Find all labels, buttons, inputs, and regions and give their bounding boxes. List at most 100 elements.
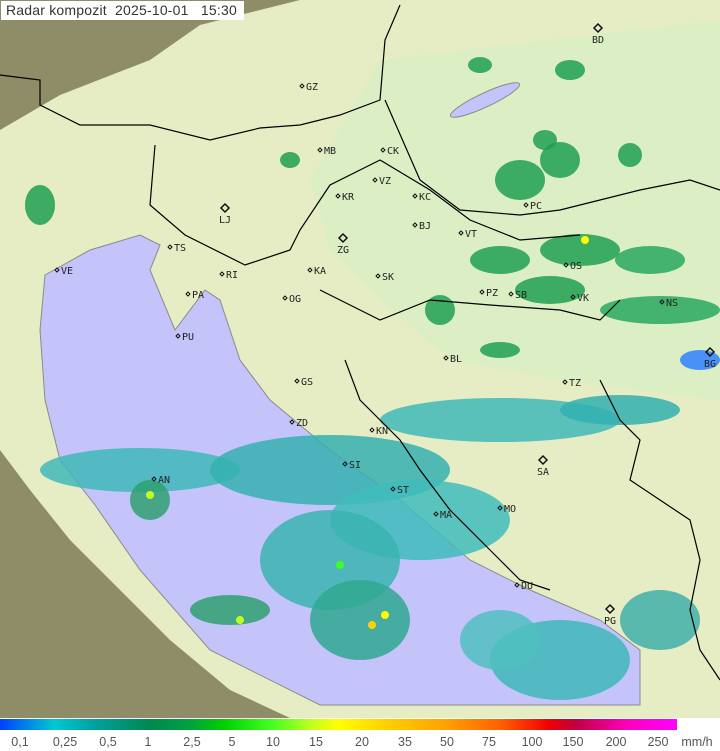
rain-cell	[470, 246, 530, 274]
city-label: OG	[289, 294, 301, 305]
city-marker: MO	[497, 504, 516, 515]
city-diamond-icon	[562, 379, 568, 385]
city-diamond-icon	[307, 267, 313, 273]
scale-label: 35	[398, 735, 412, 749]
city-diamond-icon	[219, 271, 225, 277]
city-label: CK	[387, 146, 399, 157]
city-label: SI	[349, 460, 361, 471]
city-marker: VE	[54, 266, 73, 277]
rain-cell	[620, 590, 700, 650]
rain-cell	[555, 60, 585, 80]
lake-balaton	[449, 82, 521, 118]
city-marker: SI	[342, 460, 361, 471]
rain-cell	[468, 57, 492, 73]
scale-label: 1	[144, 735, 152, 749]
city-diamond-icon	[54, 267, 60, 273]
city-label: DU	[521, 581, 533, 592]
rain-cell	[515, 276, 585, 304]
city-diamond-icon	[537, 454, 549, 466]
city-label: NS	[666, 298, 678, 309]
country-borders	[0, 4, 720, 681]
rain-cell	[190, 595, 270, 625]
city-markers: BD GZ MB CK VZ KR KC LJ ZG BJ VT TS RI KA SK VE PA OG PU PC…	[54, 22, 716, 627]
city-label: MA	[440, 510, 452, 521]
city-diamond-icon	[563, 262, 569, 268]
city-marker: RI	[219, 270, 238, 281]
city-diamond-icon	[508, 291, 514, 297]
rain-cell	[540, 142, 580, 178]
city-diamond-icon	[412, 193, 418, 199]
city-diamond-icon	[337, 232, 349, 244]
city-marker: SK	[375, 272, 394, 283]
city-marker: ZD	[289, 418, 308, 429]
city-label: VZ	[379, 176, 391, 187]
scale-label: 150	[562, 735, 584, 749]
precipitation-color-scale	[0, 719, 677, 730]
scale-label: 100	[521, 735, 543, 749]
city-diamond-icon	[390, 486, 396, 492]
city-marker: TS	[167, 243, 186, 254]
scale-label: 20	[355, 735, 369, 749]
city-label: KA	[314, 266, 326, 277]
city-diamond-icon	[514, 582, 520, 588]
city-diamond-icon	[372, 177, 378, 183]
rain-cell	[540, 234, 620, 266]
scale-label: 5	[228, 735, 236, 749]
city-marker: KC	[412, 192, 431, 203]
city-marker: VT	[458, 229, 477, 240]
scale-label: 75	[482, 735, 496, 749]
city-marker: CK	[380, 146, 399, 157]
city-label: KN	[376, 426, 388, 437]
city-label: SB	[515, 290, 527, 301]
city-label: PC	[530, 201, 542, 212]
city-marker: BD	[592, 22, 604, 46]
city-marker: ST	[390, 485, 409, 496]
city-marker: KR	[335, 192, 355, 203]
city-diamond-icon	[592, 22, 604, 34]
rain-cell	[618, 143, 642, 167]
city-label: BG	[704, 359, 716, 370]
city-label: VK	[577, 293, 589, 304]
map-title: Radar kompozit 2025-10-01 15:30	[1, 1, 244, 20]
city-marker: AN	[151, 475, 170, 486]
radar-map: BD GZ MB CK VZ KR KC LJ ZG BJ VT TS RI KA SK VE PA OG PU PC…	[0, 0, 720, 718]
city-marker: GS	[294, 377, 313, 388]
city-marker: NS	[659, 298, 678, 309]
city-diamond-icon	[299, 83, 305, 89]
scale-labels: 0,1 0,25 0,5 1 2,5 5 10 15 20 35 50 75 100 150 200 250 m…	[0, 733, 720, 751]
rain-cell	[425, 295, 455, 325]
city-marker: PA	[185, 290, 204, 301]
rain-cell	[380, 398, 620, 442]
rain-cell	[533, 130, 557, 150]
city-label: GS	[301, 377, 313, 388]
city-marker: KN	[369, 426, 388, 437]
city-label: KR	[342, 192, 355, 203]
city-label: BD	[592, 35, 604, 46]
city-label: VT	[465, 229, 477, 240]
city-marker: TZ	[562, 378, 581, 389]
city-marker: VK	[570, 293, 589, 304]
city-marker: SA	[537, 454, 549, 478]
rain-cell	[460, 610, 540, 670]
city-label: PZ	[486, 288, 498, 299]
rain-cell	[480, 342, 520, 358]
city-marker: GZ	[299, 82, 318, 93]
city-diamond-icon	[289, 419, 295, 425]
city-marker: OS	[563, 261, 582, 272]
city-label: RI	[226, 270, 238, 281]
city-diamond-icon	[369, 427, 375, 433]
scale-label: 50	[440, 735, 454, 749]
city-diamond-icon	[167, 244, 173, 250]
scale-label: 0,1	[11, 735, 29, 749]
city-diamond-icon	[380, 147, 386, 153]
city-diamond-icon	[342, 461, 348, 467]
rain-core	[336, 561, 344, 569]
city-marker: OG	[282, 294, 301, 305]
city-diamond-icon	[375, 273, 381, 279]
city-label: BJ	[419, 221, 431, 232]
rain-cell	[25, 185, 55, 225]
rain-cell	[280, 152, 300, 168]
city-marker: DU	[514, 581, 533, 592]
rain-cell	[40, 448, 240, 492]
city-label: SA	[537, 467, 549, 478]
